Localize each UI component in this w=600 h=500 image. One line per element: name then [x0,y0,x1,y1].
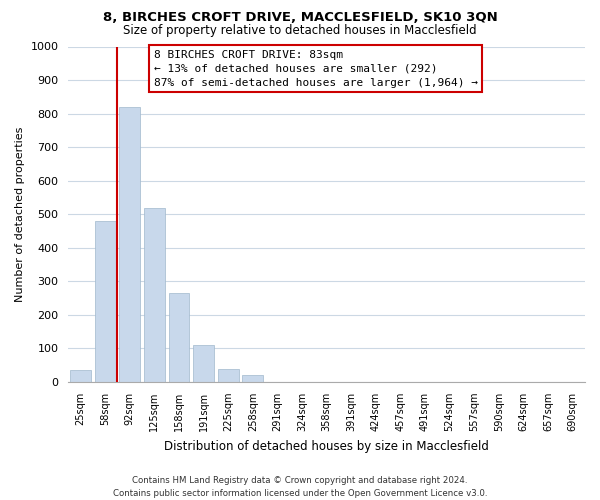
Y-axis label: Number of detached properties: Number of detached properties [15,126,25,302]
Bar [242,375,263,382]
Bar [169,293,190,382]
Text: Size of property relative to detached houses in Macclesfield: Size of property relative to detached ho… [123,24,477,37]
Bar [144,208,165,382]
Text: 8 BIRCHES CROFT DRIVE: 83sqm
← 13% of detached houses are smaller (292)
87% of s: 8 BIRCHES CROFT DRIVE: 83sqm ← 13% of de… [154,50,478,88]
Text: 8, BIRCHES CROFT DRIVE, MACCLESFIELD, SK10 3QN: 8, BIRCHES CROFT DRIVE, MACCLESFIELD, SK… [103,11,497,24]
Bar [119,107,140,382]
Bar [70,370,91,382]
Bar [218,368,239,382]
X-axis label: Distribution of detached houses by size in Macclesfield: Distribution of detached houses by size … [164,440,489,452]
Text: Contains HM Land Registry data © Crown copyright and database right 2024.
Contai: Contains HM Land Registry data © Crown c… [113,476,487,498]
Bar [193,345,214,382]
Bar [95,221,116,382]
